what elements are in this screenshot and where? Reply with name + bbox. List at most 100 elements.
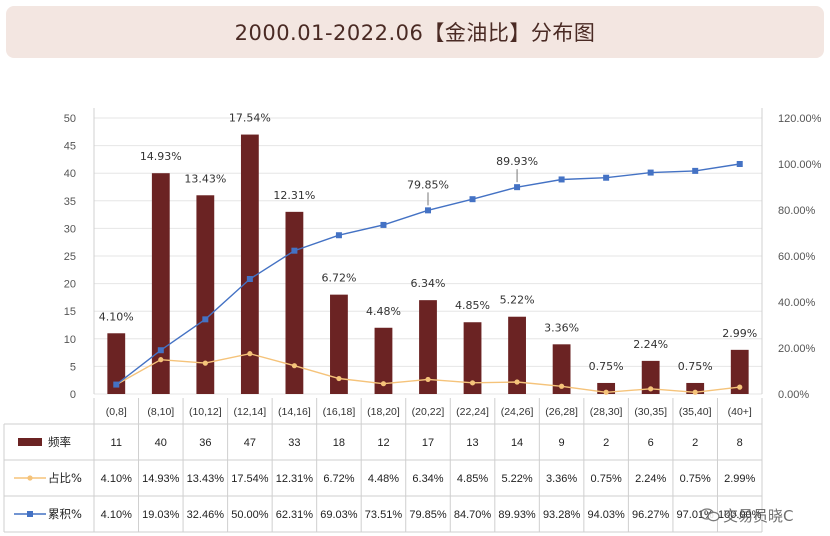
cum-point	[113, 381, 120, 388]
bar	[552, 344, 571, 394]
category-label: (16,18]	[323, 406, 356, 418]
table-cell: 2.24%	[635, 473, 666, 485]
bar-data-label: 0.75%	[678, 360, 713, 373]
pct-point	[469, 380, 476, 386]
bar	[240, 134, 259, 394]
table-cell: 73.51%	[365, 509, 403, 521]
y-right-tick-label: 20.00%	[778, 343, 816, 355]
table-cell: 47	[244, 437, 256, 449]
pct-point	[648, 386, 654, 392]
table-row-label: 累积%	[48, 507, 82, 521]
y-left-tick-label: 10	[64, 334, 76, 346]
pct-point	[737, 384, 743, 390]
bar-data-label: 3.36%	[544, 321, 579, 334]
wechat-icon	[699, 508, 720, 522]
bar-data-label: 13.43%	[184, 172, 226, 185]
bar	[107, 333, 126, 394]
bar	[151, 173, 170, 394]
cum-point	[603, 174, 610, 181]
pct-point	[380, 381, 387, 387]
table-cell: 33	[288, 437, 300, 449]
bar	[419, 300, 437, 394]
category-label: (40+]	[728, 406, 752, 418]
y-left-tick-label: 0	[70, 389, 76, 401]
category-label: (24,26]	[501, 406, 534, 418]
y-left-tick-label: 45	[64, 141, 76, 153]
table-cell: 17	[422, 437, 434, 449]
cum-point	[157, 347, 164, 354]
bar-data-label: 6.34%	[411, 277, 446, 290]
bar-data-label: 4.10%	[99, 310, 134, 323]
table-cell: 4.85%	[457, 473, 488, 485]
watermark-text: 交易员晓C	[723, 507, 794, 525]
table-cell: 50.00%	[231, 509, 269, 521]
table-cell: 0.75%	[591, 473, 622, 485]
pct-point	[158, 357, 164, 363]
bar-data-label: 2.24%	[633, 338, 668, 351]
legend-key-marker	[27, 511, 33, 517]
chart-title: 2000.01-2022.06【金油比】分布图	[234, 21, 596, 45]
table-cell: 6.34%	[412, 473, 443, 485]
table-cell: 69.03%	[320, 509, 358, 521]
pct-point	[559, 383, 565, 389]
bar-data-label: 0.75%	[589, 360, 624, 373]
y-left-tick-label: 30	[64, 223, 76, 235]
cum-point	[692, 167, 699, 174]
pct-point	[692, 389, 698, 395]
table-cell: 62.31%	[276, 509, 314, 521]
table-cell: 14.93%	[142, 473, 180, 485]
table-cell: 100.00%	[718, 509, 762, 521]
table-cell: 79.85%	[409, 509, 447, 521]
bar	[597, 382, 616, 394]
cum-point	[469, 196, 476, 203]
bar-data-label: 17.54%	[229, 112, 271, 125]
category-label: (18,20]	[367, 406, 400, 418]
table-cell: 36	[199, 437, 211, 449]
cum-point	[335, 232, 342, 239]
cum-point	[647, 169, 654, 176]
category-label: (30,35]	[634, 406, 667, 418]
bar	[508, 316, 526, 394]
bar-data-label: 4.48%	[366, 305, 401, 318]
bar	[641, 360, 660, 394]
table-row-label: 频率	[48, 435, 71, 449]
watermark: 交易员晓C	[699, 505, 794, 526]
y-right-tick-label: 40.00%	[778, 297, 816, 309]
pct-point	[291, 363, 297, 369]
table-cell: 97.01%	[677, 509, 715, 521]
table-cell: 6	[648, 437, 654, 449]
cum-point	[202, 316, 209, 323]
bar	[374, 327, 393, 394]
table-cell: 18	[333, 437, 345, 449]
table-cell: 17.54%	[231, 473, 269, 485]
table-cell: 11	[111, 437, 122, 449]
y-right-tick-label: 100.00%	[778, 159, 822, 171]
cum-point	[514, 184, 521, 191]
pct-point	[514, 379, 520, 385]
table-cell: 94.03%	[587, 509, 625, 521]
y-left-tick-label: 40	[64, 168, 76, 180]
cum-point	[246, 276, 253, 282]
cum-point	[380, 221, 387, 228]
y-left-tick-label: 15	[64, 306, 76, 318]
table-cell: 4.48%	[368, 473, 399, 485]
table-cell: 12	[377, 437, 389, 449]
y-left-tick-label: 25	[64, 251, 76, 263]
cum-point	[558, 176, 565, 183]
bar-data-label: 12.31%	[273, 189, 315, 202]
table-cell: 13	[466, 437, 478, 449]
y-left-tick-label: 5	[70, 361, 76, 373]
legend-key-marker	[27, 475, 33, 481]
bar	[330, 294, 348, 394]
category-label: (26,28]	[545, 406, 578, 418]
y-left-tick-label: 35	[64, 196, 76, 208]
table-cell: 40	[155, 437, 167, 449]
table-cell: 4.10%	[101, 473, 132, 485]
y-left-tick-label: 50	[64, 113, 76, 125]
table-cell: 12.31%	[276, 473, 314, 485]
cum-point	[291, 247, 298, 254]
bar	[196, 195, 215, 394]
cum-point	[425, 207, 431, 214]
pct-point	[425, 376, 431, 383]
